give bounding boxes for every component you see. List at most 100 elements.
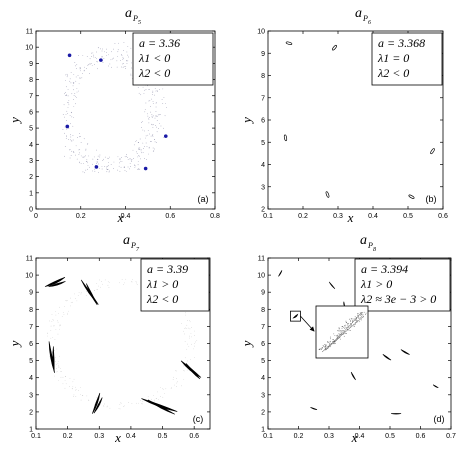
cloud-point <box>64 146 66 147</box>
x-tick-label: 0.2 <box>294 433 304 440</box>
panel-label: (a) <box>198 194 209 204</box>
cloud-point <box>158 399 159 400</box>
cloud-point <box>73 106 75 108</box>
cloud-point <box>109 63 111 65</box>
cloud-point <box>145 137 146 139</box>
cloud-point <box>124 405 126 407</box>
cloud-point <box>121 55 123 56</box>
cloud-point <box>69 378 71 379</box>
cloud-point <box>120 54 122 55</box>
cloud-point <box>189 328 191 330</box>
cloud-point <box>81 395 83 396</box>
title-subsub: 5 <box>138 20 141 26</box>
cloud-point <box>76 300 78 302</box>
inset-point <box>350 321 351 322</box>
cloud-point <box>51 313 53 315</box>
cloud-point <box>77 75 79 76</box>
cloud-point <box>190 359 191 360</box>
cloud-point <box>84 66 85 68</box>
cloud-point <box>83 69 85 71</box>
x-tick-label: 0.3 <box>94 433 104 440</box>
invariant-circle <box>408 194 415 199</box>
cloud-point <box>188 320 190 321</box>
cloud-point <box>68 128 70 130</box>
cloud-point <box>102 160 104 161</box>
invariant-circle <box>332 44 337 51</box>
cloud-point <box>101 166 103 167</box>
chaotic-band <box>391 413 402 415</box>
x-tick-label: 0.7 <box>446 433 456 440</box>
cloud-point <box>70 139 71 141</box>
cloud-point <box>106 52 108 53</box>
y-tick-label: 2 <box>29 174 33 181</box>
cloud-point <box>65 79 66 81</box>
inset-point <box>342 330 344 332</box>
cloud-point <box>140 400 142 401</box>
y-tick-label: 7 <box>261 324 265 331</box>
cloud-point <box>119 159 121 160</box>
cloud-point <box>116 66 118 68</box>
cloud-point <box>62 312 64 313</box>
cloud-point <box>135 402 137 404</box>
cloud-point <box>121 161 123 162</box>
cloud-point <box>156 120 158 121</box>
cloud-point <box>88 399 90 401</box>
x-tick-label: 0.4 <box>368 213 378 220</box>
cloud-point <box>191 327 192 328</box>
y-tick-label: 6 <box>261 341 265 348</box>
periodic-point <box>67 53 72 58</box>
y-tick-label: 8 <box>29 307 33 314</box>
cloud-point <box>80 67 81 69</box>
cloud-point <box>122 63 123 65</box>
inset-point <box>344 326 346 328</box>
cloud-point <box>85 161 87 162</box>
cloud-point <box>160 387 161 388</box>
cloud-point <box>142 86 144 88</box>
cloud-point <box>120 402 122 403</box>
cloud-point <box>57 363 59 364</box>
cloud-point <box>117 169 119 171</box>
cloud-point <box>131 403 133 404</box>
inset-point <box>332 343 334 345</box>
x-tick-label: 0.2 <box>298 213 308 220</box>
cloud-point <box>119 162 121 164</box>
cloud-point <box>110 59 112 61</box>
cloud-point <box>139 138 141 140</box>
cloud-point <box>79 136 80 138</box>
cloud-point <box>62 383 64 385</box>
cloud-point <box>152 90 154 92</box>
annotation-line: a = 3.39 <box>147 262 188 276</box>
cloud-point <box>162 88 164 90</box>
cloud-point <box>152 134 154 135</box>
cloud-point <box>153 150 155 152</box>
cloud-point <box>64 306 65 307</box>
cloud-point <box>59 328 60 330</box>
x-axis-label: x <box>117 210 124 225</box>
x-tick-label: 0.4 <box>121 213 131 220</box>
cloud-point <box>143 400 145 402</box>
cloud-point <box>122 67 124 68</box>
cloud-point <box>75 298 76 299</box>
cloud-point <box>164 115 166 117</box>
cloud-point <box>145 89 147 90</box>
cloud-point <box>70 305 71 307</box>
title-base: a <box>125 6 132 21</box>
cloud-point <box>59 325 60 327</box>
inset-point <box>359 314 361 316</box>
title-sub: P <box>362 14 368 23</box>
cloud-point <box>66 95 67 96</box>
cloud-point <box>88 166 90 168</box>
cloud-point <box>65 86 67 88</box>
cloud-point <box>97 289 98 291</box>
cloud-point <box>113 57 115 59</box>
y-tick-label: 11 <box>258 256 265 263</box>
inset-point <box>350 330 351 331</box>
cloud-point <box>114 43 116 44</box>
cloud-point <box>50 337 52 339</box>
cloud-point <box>79 152 80 154</box>
x-tick-label: 0.3 <box>324 433 334 440</box>
cloud-point <box>108 171 110 173</box>
cloud-point <box>148 147 150 149</box>
cloud-point <box>138 168 140 169</box>
